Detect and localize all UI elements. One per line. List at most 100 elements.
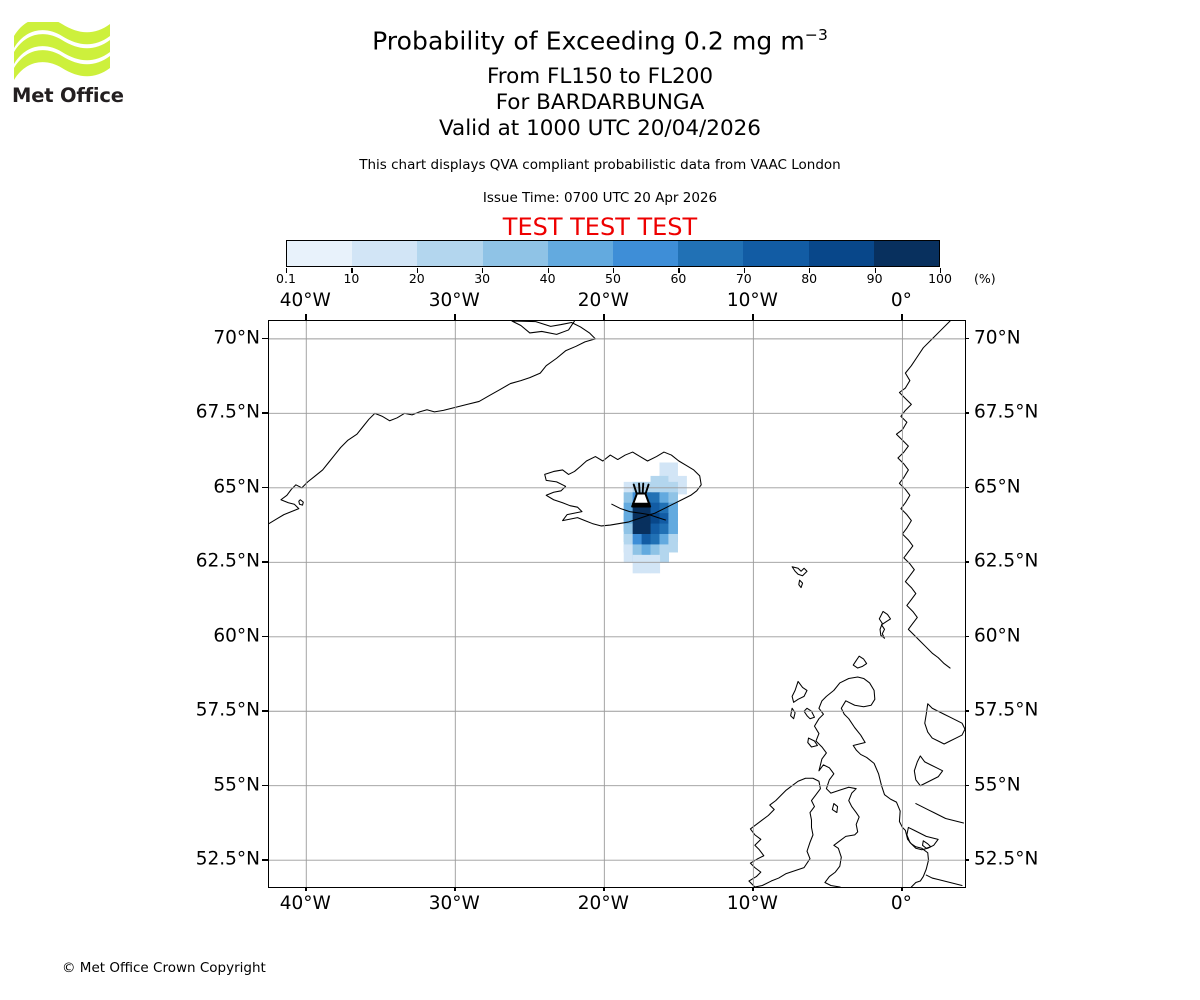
lat-label-left-57.5°N: 57.5°N (195, 699, 260, 721)
colorbar-unit-label: (%) (974, 271, 996, 286)
colorbar-ticks (286, 268, 942, 284)
ash-cell (632, 502, 643, 522)
ash-cell (632, 554, 643, 574)
colorbar-tick-0.1 (286, 268, 288, 273)
met-office-logo: Met Office (12, 18, 132, 114)
ash-probability-map[interactable] (268, 320, 966, 888)
coastline-faroes2 (798, 579, 804, 589)
copyright-footer: © Met Office Crown Copyright (62, 960, 266, 976)
ash-cell (623, 544, 634, 563)
lon-label-top-20°W: 20°W (577, 290, 629, 311)
test-watermark: TEST TEST TEST (502, 213, 698, 241)
lon-label-bottom-40°W: 40°W (279, 893, 331, 914)
lat-label-right-70°N: 70°N (974, 327, 1021, 349)
lat-label-left-67.5°N: 67.5°N (195, 401, 260, 423)
ash-cell (650, 481, 661, 501)
lat-label-left-55°N: 55°N (213, 774, 260, 796)
issue-time: Issue Time: 0700 UTC 20 Apr 2026 (482, 190, 718, 206)
lat-tick-70°N-left (262, 337, 268, 340)
ash-probability-cells (623, 462, 687, 574)
lon-label-bottom-0°: 0° (890, 893, 912, 914)
lat-tick-62.5°N-left (262, 561, 268, 563)
ash-cell (632, 544, 643, 563)
ash-cell (677, 475, 687, 495)
ash-cell (650, 544, 661, 563)
coastlines (269, 321, 965, 887)
ash-cell (668, 523, 678, 543)
lon-tick-20°W-top (603, 314, 605, 320)
lat-label-right-67.5°N: 67.5°N (974, 401, 1039, 423)
colorbar-band-5 (613, 241, 679, 266)
lat-tick-55°N-left (262, 784, 268, 787)
colorbar-tick-10 (351, 268, 353, 273)
lat-tick-52.5°N-left (262, 859, 268, 861)
colorbar-tick-100 (940, 268, 942, 273)
colorbar-band-9 (873, 241, 940, 266)
lon-label-bottom-30°W: 30°W (428, 893, 480, 914)
coastline-denmark (924, 703, 965, 745)
page-title-text: Probability of Exceeding 0.2 mg m (372, 26, 805, 56)
lat-label-right-55°N: 55°N (974, 774, 1021, 796)
coastline-orkney (852, 655, 868, 669)
lat-label-right-65°N: 65°N (974, 476, 1021, 498)
colorbar-label-70: 70 (735, 271, 752, 286)
lon-tick-10°W-top (752, 314, 754, 320)
map-canvas (269, 321, 965, 887)
lon-tick-30°W-bottom (454, 885, 456, 891)
lat-tick-60°N-right (963, 635, 969, 638)
coastline-nl-inner (921, 840, 932, 849)
lon-tick-20°W-bottom (603, 885, 605, 891)
lon-tick-40°W-bottom (305, 885, 307, 891)
coastline-ireland (748, 777, 821, 887)
ash-cell (641, 544, 652, 563)
colorbar-band-0 (287, 241, 353, 266)
met-office-wordmark: Met Office (12, 84, 124, 107)
qva-note: This chart displays QVA compliant probab… (359, 157, 841, 173)
flight-level-subtitle: From FL150 to FL200 (486, 64, 714, 89)
ash-cell (659, 513, 670, 532)
lat-tick-55°N-right (963, 784, 969, 787)
colorbar-band-2 (417, 241, 483, 266)
logo-wave-1 (14, 18, 110, 48)
colorbar-tick-80 (809, 268, 811, 273)
colorbar-label-50: 50 (605, 271, 621, 286)
lat-tick-52.5°N-right (963, 859, 969, 861)
logo-wave-3 (14, 50, 110, 80)
lon-tick-40°W-top (305, 314, 307, 320)
colorbar-label-10: 10 (343, 271, 360, 286)
lon-label-top-10°W: 10°W (726, 290, 778, 311)
colorbar-tick-30 (482, 268, 484, 273)
colorbar-band-1 (352, 241, 418, 266)
colorbar-label-0.1: 0.1 (276, 271, 296, 286)
ash-cell (650, 502, 661, 522)
lat-tick-62.5°N-right (963, 561, 969, 563)
ash-cell (650, 533, 661, 553)
lon-tick-30°W-top (454, 314, 456, 320)
lat-tick-65°N-right (963, 486, 969, 489)
lat-tick-57.5°N-left (262, 710, 268, 712)
ash-cell (650, 523, 661, 543)
page-title: Probability of Exceeding 0.2 mg m−3 (0, 26, 1200, 55)
ash-cell (641, 523, 652, 543)
ash-cell (668, 513, 678, 532)
coastline-skye (803, 707, 815, 720)
lat-label-right-62.5°N: 62.5°N (974, 550, 1039, 572)
volcano-eruption-ray-1 (632, 483, 638, 495)
coastline-norway (895, 321, 951, 669)
colorbar-tick-60 (678, 268, 680, 273)
colorbar-label-100: 100 (928, 271, 952, 286)
ash-cell (623, 502, 634, 522)
lat-label-left-70°N: 70°N (213, 327, 260, 349)
coastline-greenland-east (269, 321, 596, 525)
lat-label-left-60°N: 60°N (213, 625, 260, 647)
coastline-outer-hebrides (791, 680, 808, 703)
coastline-iceland (544, 451, 702, 527)
ash-cell (650, 513, 661, 532)
ash-cell (623, 481, 634, 501)
ash-cell (659, 544, 670, 563)
lon-label-bottom-20°W: 20°W (577, 893, 629, 914)
lon-tick-0°-bottom (901, 885, 903, 891)
colorbar-band-3 (482, 241, 548, 266)
colorbar-label-90: 90 (866, 271, 883, 286)
coastline-greenland-islet (298, 499, 304, 506)
